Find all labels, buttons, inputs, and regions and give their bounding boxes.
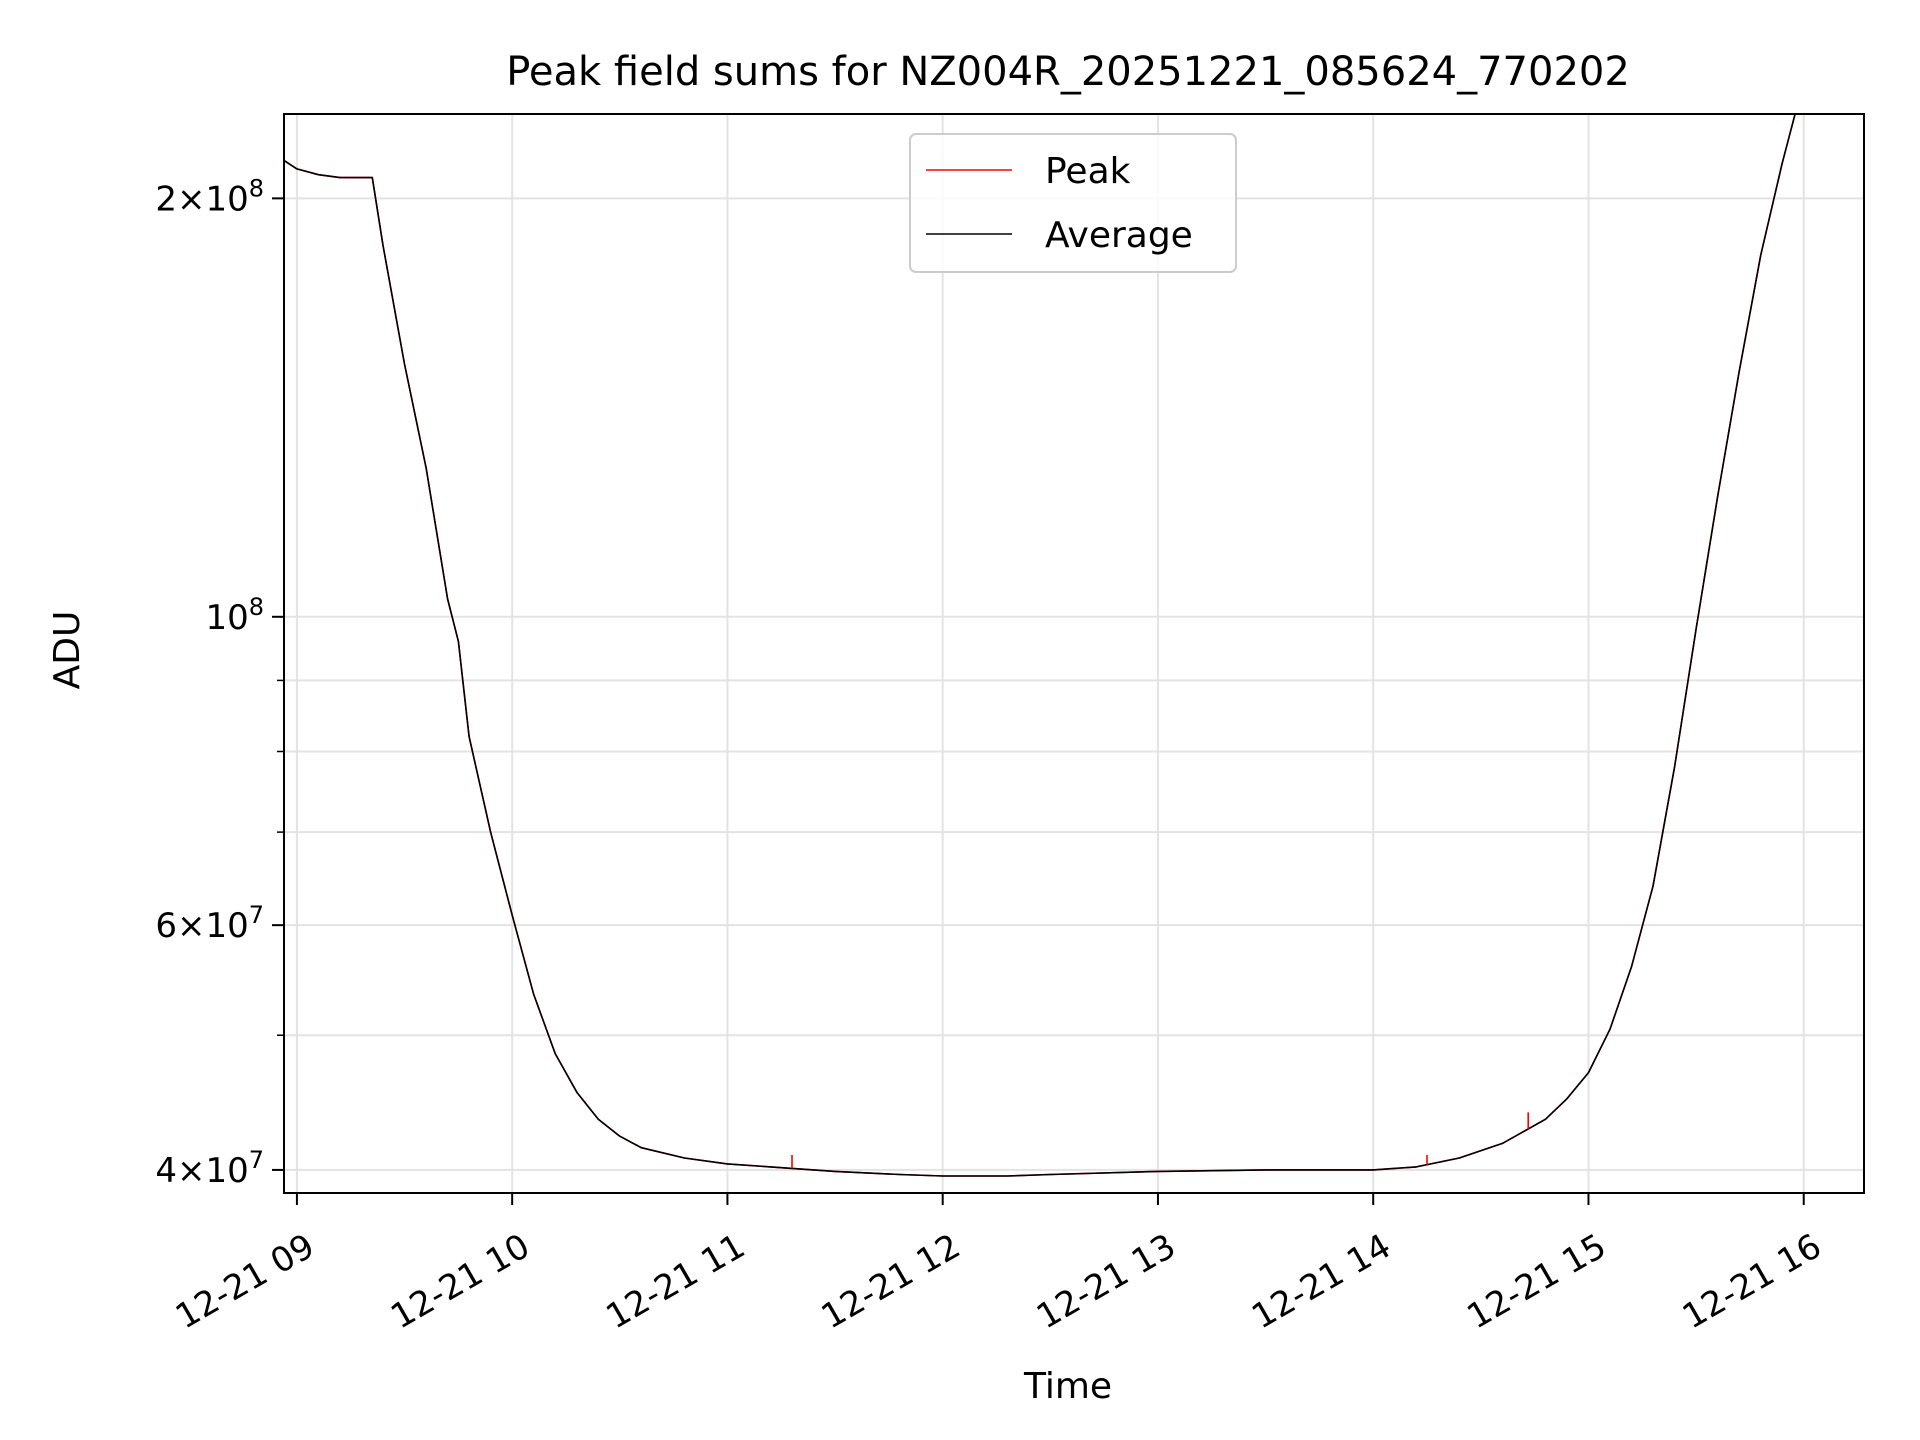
legend-peak-label: Peak bbox=[1045, 151, 1131, 192]
axes-frame bbox=[283, 113, 1865, 1194]
y-tick-label: 2×108 bbox=[155, 174, 264, 219]
y-tick-label: 4×107 bbox=[155, 1146, 264, 1191]
legend-average-label: Average bbox=[1045, 215, 1193, 256]
y-axis-label: ADU bbox=[47, 611, 88, 690]
y-tick-label: 6×107 bbox=[155, 901, 264, 946]
grid bbox=[284, 114, 1864, 1193]
x-axis-label: Time bbox=[1023, 1366, 1112, 1407]
y-tick-label: 108 bbox=[205, 593, 264, 638]
series-line-average bbox=[283, 113, 1796, 1177]
chart-title: Peak field sums for NZ004R_20251221_0856… bbox=[506, 49, 1630, 95]
plot-area bbox=[283, 113, 1796, 1177]
legend: Peak Average bbox=[909, 133, 1237, 273]
legend-box bbox=[909, 133, 1237, 273]
